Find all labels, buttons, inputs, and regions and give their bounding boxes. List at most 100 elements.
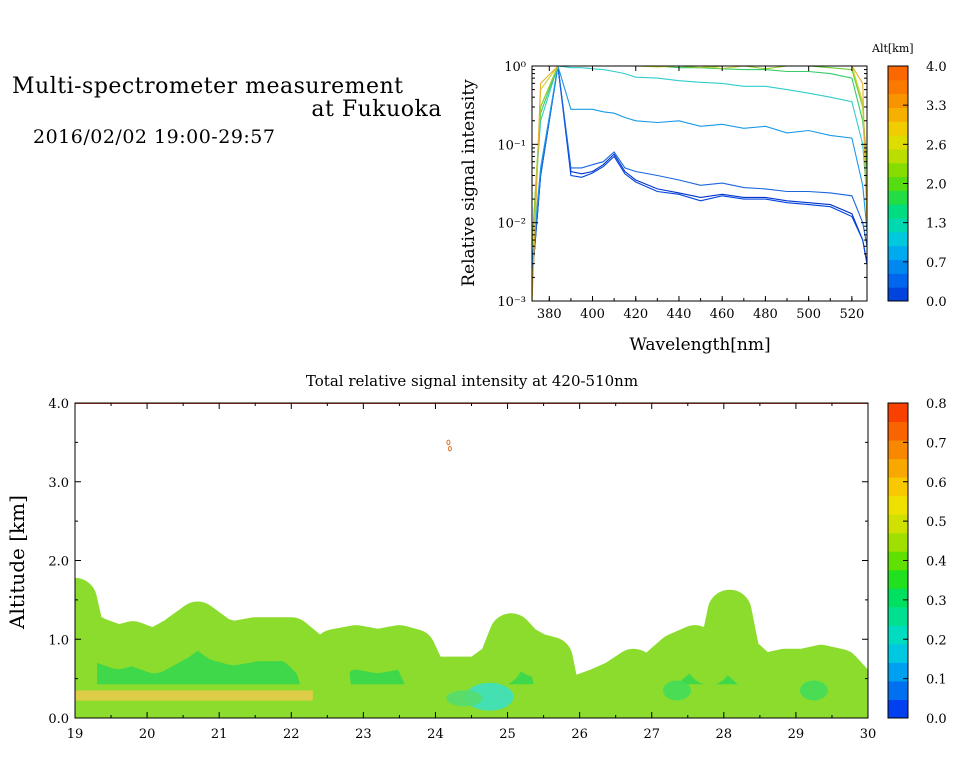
intensity-colorbar-swatch	[888, 514, 908, 534]
altitude-colorbar: Alt[km] 0.0 0.7 1.3 2.0 2.6 3.3 4.0	[871, 42, 947, 310]
intensity-colorbar-swatch	[888, 421, 908, 441]
intensity-colorbar-swatch	[888, 551, 908, 571]
heatmap-x-tick-label: 22	[283, 727, 300, 742]
spectrum-x-tick-label: 440	[667, 307, 692, 322]
spectrum-x-tick-label: 480	[753, 307, 778, 322]
intensity-colorbar-swatch	[888, 477, 908, 497]
spectrum-xlabel: Wavelength[nm]	[629, 335, 770, 355]
spectrum-series-line-3	[532, 66, 867, 264]
heatmap-x-ticks: 19 20 21 22 23 24 25 26 27 28 29 30	[67, 403, 877, 742]
spectrum-series-line-7	[532, 66, 867, 247]
heatmap-segment-1	[75, 577, 346, 718]
intensity-colorbar-swatch	[888, 662, 908, 682]
altitude-colorbar-tick-label: 0.7	[926, 256, 947, 271]
heatmap-green-patch	[799, 680, 828, 701]
altitude-colorbar-swatch	[888, 121, 908, 136]
spectrum-series-line-2	[532, 66, 867, 278]
altitude-colorbar-swatch	[888, 107, 908, 122]
intensity-colorbar-tick-label: 0.5	[926, 515, 947, 530]
intensity-colorbar-swatch	[888, 569, 908, 589]
spectrum-chart: 380 400 420 440 460 480 500 520 10⁻³ 10⁻² 10⁻¹ 10⁰…	[459, 60, 868, 355]
altitude-colorbar-swatch	[888, 162, 908, 178]
altitude-colorbar-tick-label: 1.3	[926, 217, 947, 232]
heatmap-x-tick-label: 26	[571, 727, 588, 742]
heatmap-x-tick-label: 30	[860, 727, 877, 742]
spectrum-series-line-9	[532, 66, 867, 301]
spectrum-x-tick-label: 400	[580, 307, 605, 322]
altitude-colorbar-swatch	[888, 259, 908, 274]
spectrum-series-line-6	[532, 66, 867, 247]
spectrum-x-ticks: 380 400 420 440 460 480 500 520	[537, 66, 864, 322]
heatmap-y-tick-label: 3.0	[48, 476, 69, 491]
spectrum-y-tick-label: 10⁻²	[497, 217, 526, 232]
intensity-colorbar-tick-label: 0.4	[926, 555, 947, 570]
heatmap-regions	[75, 403, 868, 718]
altitude-colorbar-tick-label: 2.6	[926, 138, 947, 153]
intensity-colorbar-tick-label: 0.1	[926, 673, 947, 688]
heatmap-cyan-patch	[465, 682, 514, 711]
altitude-colorbar-swatches	[888, 66, 908, 302]
heatmap-x-tick-label: 19	[67, 727, 84, 742]
heatmap-band	[75, 690, 313, 701]
heatmap-x-tick-label: 20	[139, 727, 156, 742]
heatmap-chart: Total relative signal intensity at 420-5…	[5, 372, 876, 742]
intensity-colorbar-tick-label: 0.6	[926, 476, 947, 491]
altitude-colorbar-swatch	[888, 273, 908, 288]
spectrum-y-ticks: 10⁻³ 10⁻² 10⁻¹ 10⁰	[497, 60, 867, 310]
heatmap-spot	[447, 445, 452, 452]
altitude-colorbar-swatch	[888, 190, 908, 205]
intensity-colorbar-swatch	[888, 680, 908, 700]
altitude-colorbar-tick-label: 4.0	[926, 60, 947, 75]
heatmap-spot	[446, 439, 451, 446]
heatmap-green-patch	[662, 680, 691, 701]
intensity-colorbar-swatch	[888, 643, 908, 663]
altitude-colorbar-swatch	[888, 66, 908, 81]
altitude-colorbar-swatch	[888, 204, 908, 219]
spectrum-x-tick-label: 500	[796, 307, 821, 322]
altitude-colorbar-swatch	[888, 245, 908, 261]
heatmap-x-tick-label: 24	[427, 727, 444, 742]
intensity-colorbar-swatches	[888, 403, 908, 719]
heatmap-y-tick-label: 2.0	[48, 555, 69, 570]
date-range: 2016/02/02 19:00-29:57	[33, 126, 276, 148]
spectrum-series-line-4	[532, 66, 867, 247]
spectrum-ylabel: Relative signal intensity	[459, 79, 479, 287]
intensity-colorbar-swatch	[888, 458, 908, 478]
spectrum-series-group	[532, 66, 867, 301]
heatmap-y-tick-label: 0.0	[48, 712, 69, 727]
altitude-colorbar-swatch	[888, 79, 908, 95]
page-title: Multi-spectrometer measurement	[12, 74, 404, 99]
spectrum-x-tick-label: 460	[710, 307, 735, 322]
spectrum-series-line-8	[532, 66, 867, 301]
altitude-colorbar-swatch	[888, 218, 908, 233]
heatmap-ylabel: Altitude [km]	[5, 495, 29, 630]
heatmap-x-tick-label: 29	[788, 727, 805, 742]
intensity-colorbar-swatch	[888, 403, 908, 423]
heatmap-x-tick-label: 25	[499, 727, 516, 742]
spectrum-x-tick-label: 380	[537, 307, 562, 322]
spectrum-series-line-5	[532, 66, 867, 247]
intensity-colorbar-swatch	[888, 440, 908, 460]
heatmap-x-tick-label: 23	[355, 727, 372, 742]
intensity-colorbar-swatch	[888, 588, 908, 608]
altitude-colorbar-tick-label: 3.3	[926, 99, 947, 114]
altitude-colorbar-swatch	[888, 148, 908, 164]
altitude-colorbar-swatch	[888, 135, 908, 150]
altitude-colorbar-tick-label: 2.0	[926, 178, 947, 193]
spectrum-series-line-0	[532, 66, 867, 282]
spectrum-y-tick-label: 10⁻³	[497, 295, 526, 310]
intensity-colorbar-tick-label: 0.0	[926, 712, 947, 727]
intensity-colorbar-tick-label: 0.2	[926, 633, 947, 648]
spectrum-series-line-1	[532, 66, 867, 282]
altitude-colorbar-swatch	[888, 176, 908, 191]
heatmap-x-tick-label: 21	[211, 727, 228, 742]
intensity-colorbar: 0.0 0.1 0.2 0.3 0.4 0.5 0.6 0.7 0.8	[887, 397, 947, 727]
intensity-colorbar-ticks: 0.0 0.1 0.2 0.3 0.4 0.5 0.6 0.7 0.8	[903, 397, 947, 727]
spectrum-y-tick-label: 10⁰	[504, 60, 526, 75]
intensity-colorbar-tick-label: 0.8	[926, 397, 947, 412]
heatmap-title: Total relative signal intensity at 420-5…	[306, 372, 638, 390]
heatmap-segment-3-core	[554, 589, 868, 718]
heatmap-x-tick-label: 28	[716, 727, 733, 742]
heatmap-y-tick-label: 4.0	[48, 397, 69, 412]
